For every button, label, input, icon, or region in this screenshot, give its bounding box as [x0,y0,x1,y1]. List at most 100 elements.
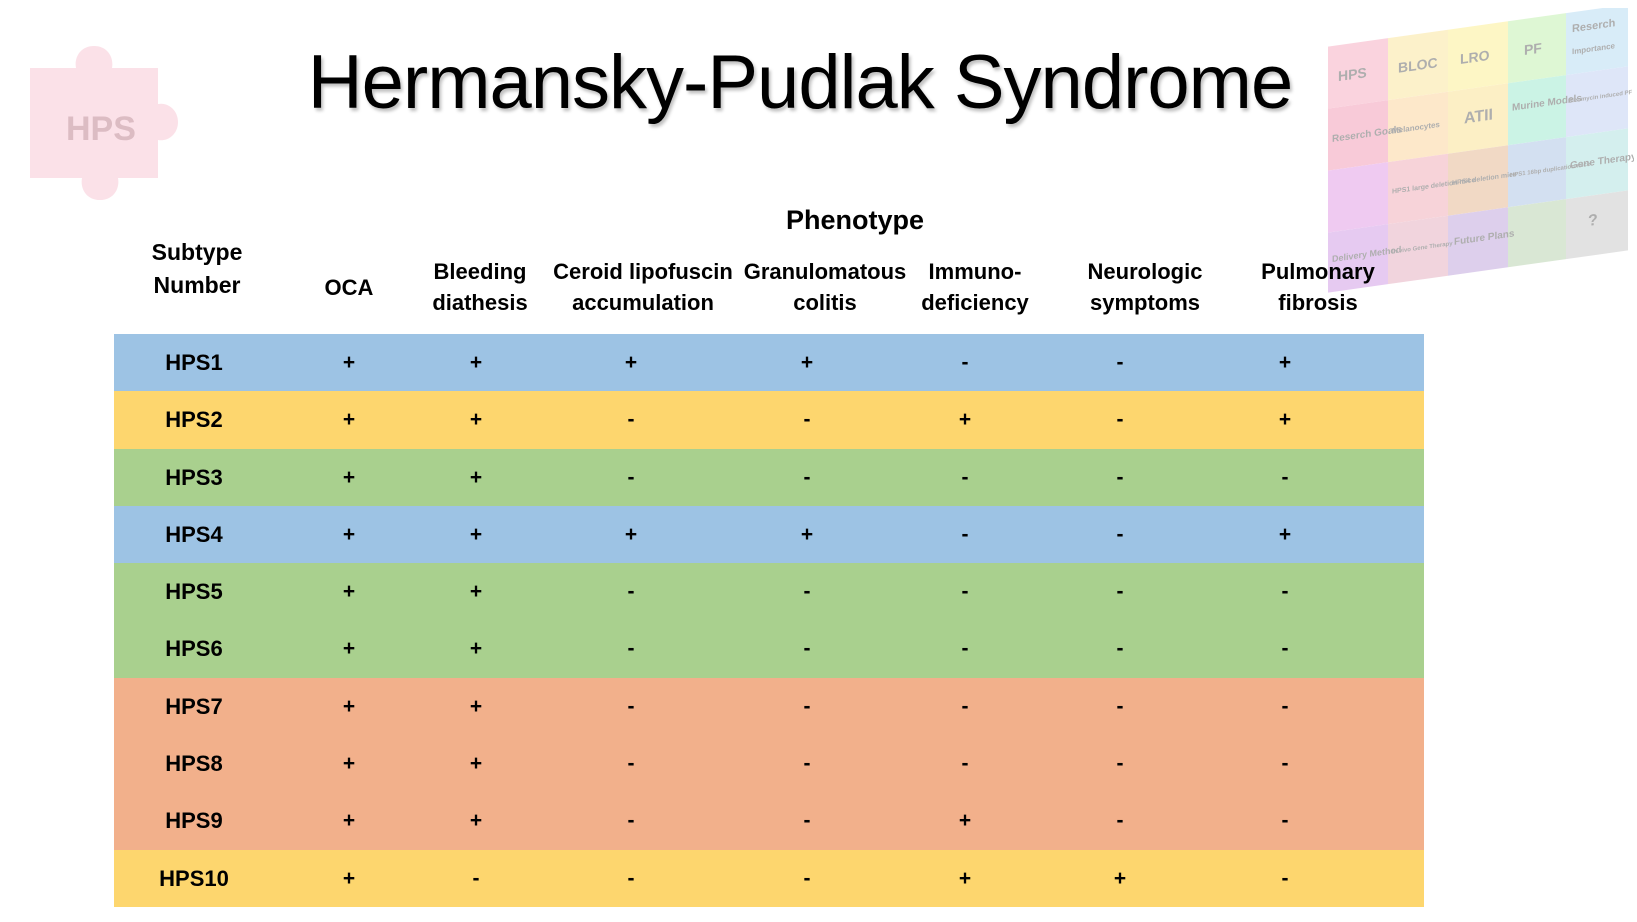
phenotype-cell: - [803,580,811,604]
phenotype-cell: - [1116,465,1124,489]
phenotype-cell: - [961,752,969,776]
phenotype-cell: - [1116,809,1124,833]
phenotype-header: Phenotype [785,205,925,235]
phenotype-cell: - [627,752,635,776]
table-row: HPS6 + + - - - - - [114,620,1424,678]
phenotype-cell: - [803,809,811,833]
table-row: HPS5 + + - - - - - [114,563,1424,621]
phenotype-cell: + [469,637,483,661]
phenotype-cell: + [800,351,814,374]
phenotype-cell: - [803,637,811,661]
phenotype-cell: + [469,580,483,604]
phenotype-cell: + [342,637,356,661]
column-header-neuro: Neurologic symptoms [1087,259,1203,315]
puzzle-piece-shape [30,46,178,200]
phenotype-cell: - [961,522,969,546]
phenotype-cell: + [342,809,356,833]
phenotype-cell: + [342,522,356,546]
phenotype-cell: - [1116,637,1124,661]
table-row: HPS10 + - - - + + - [114,849,1424,907]
phenotype-cell: + [342,694,356,718]
subtype-cell: HPS4 [165,521,223,547]
phenotype-cell: + [958,866,972,890]
phenotype-cell: + [469,465,483,489]
column-header-oca: OCA [324,275,374,300]
column-header-colitis: Granulomatous colitis [743,259,907,315]
phenotype-cell: - [627,809,635,833]
phenotype-cell: + [469,809,483,833]
phenotype-cell: + [469,351,483,374]
phenotype-cell: + [342,866,356,890]
phenotype-cell: + [469,752,483,776]
phenotype-cell: - [803,465,811,489]
subtype-cell: HPS3 [165,464,223,490]
phenotype-cell: - [627,580,635,604]
subtype-cell: HPS5 [165,579,223,605]
phenotype-cell: + [469,522,483,546]
subtype-cell: HPS2 [165,407,223,433]
phenotype-cell: - [1281,866,1289,890]
phenotype-cell: - [627,465,635,489]
table-row: HPS3 + + - - - - - [114,448,1424,506]
phenotype-cell: - [1116,522,1124,546]
phenotype-cell: - [1281,694,1289,718]
collage-label: ATII [1464,105,1493,127]
phenotype-cell: + [624,351,638,374]
phenotype-cell: - [803,752,811,776]
collage-label: LRO [1460,47,1490,67]
hps-puzzle-logo: HPS [30,46,178,200]
research-puzzle-collage: HPS BLOC LRO PF Reserch Importance Reser… [1328,8,1634,293]
subtype-cell: HPS1 [165,350,223,375]
phenotype-cell: - [627,866,635,890]
table-row: HPS4 + + + + - - + [114,505,1424,564]
phenotype-cell: + [342,580,356,604]
table-row: HPS2 + + - - + - + [114,391,1424,449]
phenotype-cell: + [1278,351,1292,374]
subtype-cell: HPS9 [165,808,223,834]
collage-label: HPS [1338,64,1367,84]
phenotype-cell: + [1278,408,1292,432]
phenotype-cell: + [469,408,483,432]
phenotype-cell: - [1281,580,1289,604]
phenotype-cell: - [627,408,635,432]
column-header-bleeding: Bleeding diathesis [432,259,528,315]
phenotype-cell: - [1281,809,1289,833]
phenotype-cell: - [961,465,969,489]
collage-label: ? [1588,211,1598,230]
table-row: HPS1 + + + + - - + [114,334,1424,392]
subtype-cell: HPS10 [159,865,229,891]
column-header-pulmonary: Pulmonary fibrosis [1261,259,1375,315]
table-row: HPS7 + + - - - - - [114,677,1424,736]
phenotype-cell: - [803,694,811,718]
phenotype-cell: - [803,408,811,432]
phenotype-cell: - [961,351,969,374]
page-title: Hermansky-Pudlak Syndrome [307,40,1294,125]
phenotype-cell: + [1278,522,1292,546]
phenotype-cell: + [342,465,356,489]
subtype-cell: HPS7 [165,693,223,719]
phenotype-cell: + [342,408,356,432]
phenotype-cell: - [961,694,969,718]
logo-left-text: HPS [66,110,136,148]
phenotype-cell: - [472,866,480,890]
column-header-ceroid: Ceroid lipofuscin accumulation [553,259,733,315]
phenotype-cell: + [342,752,356,776]
column-header-immuno: Immuno-deficiency [921,259,1029,315]
phenotype-cell: + [958,408,972,432]
phenotype-cell: - [627,694,635,718]
phenotype-cell: + [1113,866,1127,890]
phenotype-cell: - [627,637,635,661]
phenotype-cell: - [1281,752,1289,776]
phenotype-cell: - [1281,465,1289,489]
phenotype-cell: + [624,522,638,546]
collage-label: PF [1524,40,1542,58]
phenotype-cell: + [342,351,356,374]
subtype-header: Subtype Number [151,239,243,298]
phenotype-cell: - [1116,752,1124,776]
phenotype-cell: - [1116,408,1124,432]
table-row: HPS8 + + - - - - - [114,735,1424,793]
collage-label: BLOC [1398,54,1438,75]
phenotype-cell: - [803,866,811,890]
phenotype-cell: + [469,694,483,718]
phenotype-cell: - [1116,580,1124,604]
